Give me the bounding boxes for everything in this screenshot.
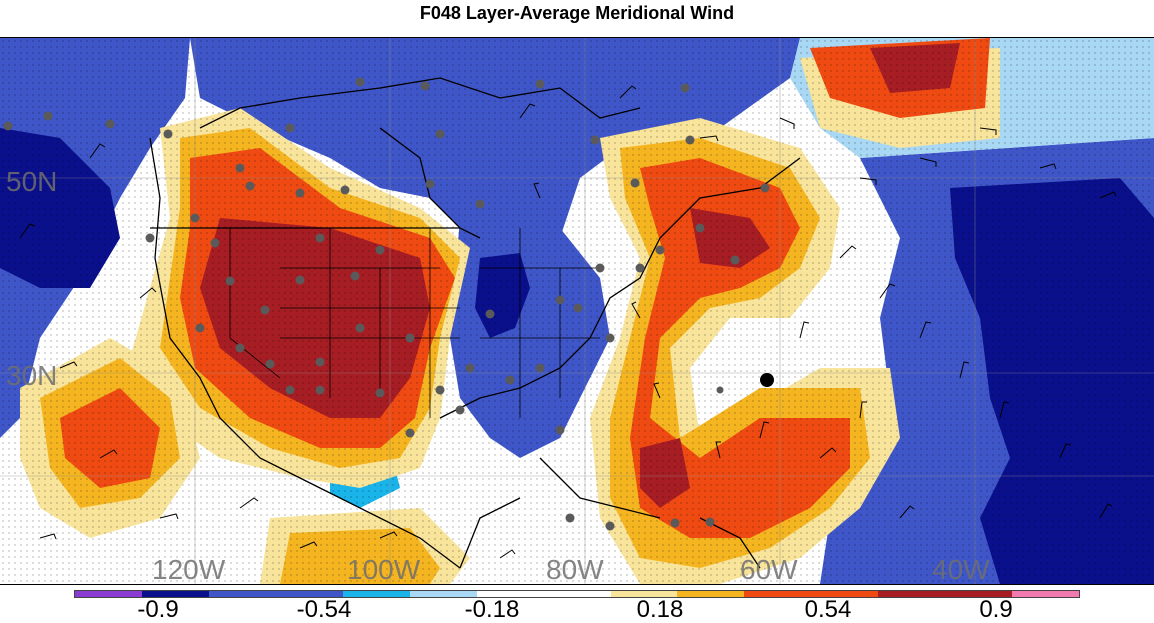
cb-label-018: 0.18 (636, 596, 684, 623)
cb-swatch-1 (75, 591, 142, 597)
coastlines (149, 77, 801, 569)
cb-swatch-8 (543, 591, 611, 597)
map-canvas (0, 38, 1154, 584)
cb-swatch-12 (811, 591, 879, 597)
cb-swatch-14 (945, 591, 1013, 597)
lat-label-30n: 30N (6, 360, 58, 391)
cb-label-neg-054: -0.54 (296, 596, 352, 623)
colorbar-labels: -0.9 -0.54 -0.18 0.18 0.54 0.9 (0, 598, 1154, 622)
station-dots (3, 77, 770, 531)
cb-swatch-3 (208, 591, 276, 597)
lon-label-100w: 100W (347, 554, 421, 585)
cb-label-054: 0.54 (804, 596, 852, 623)
lat-label-50n: 50N (6, 166, 58, 197)
cb-swatch-11 (744, 591, 812, 597)
cb-swatch-7 (476, 591, 544, 597)
cb-swatch-13 (878, 591, 946, 597)
cb-label-neg-09: -0.9 (137, 596, 179, 623)
colorbar (74, 590, 1080, 598)
cb-swatch-4 (275, 591, 343, 597)
highlight-station (760, 373, 774, 387)
cb-swatch-9 (610, 591, 678, 597)
map-title: F048 Layer-Average Meridional Wind (419, 3, 735, 23)
cb-swatch-5 (342, 591, 410, 597)
cb-swatch-6 (409, 591, 477, 597)
wind-map: 50N 30N 120W 100W 80W 60W 40W (0, 37, 1154, 585)
lon-label-80w: 80W (546, 554, 604, 585)
cb-swatch-15 (1012, 591, 1080, 597)
lon-label-60w: 60W (740, 554, 798, 585)
cb-swatch-10 (677, 591, 745, 597)
cb-label-neg-018: -0.18 (464, 596, 520, 623)
cb-label-09: 0.9 (979, 596, 1013, 623)
lon-label-40w: 40W (932, 554, 990, 585)
wind-barbs (19, 85, 1117, 559)
cb-swatch-2 (141, 591, 209, 597)
state-borders (229, 228, 600, 418)
lon-label-120w: 120W (152, 554, 226, 585)
